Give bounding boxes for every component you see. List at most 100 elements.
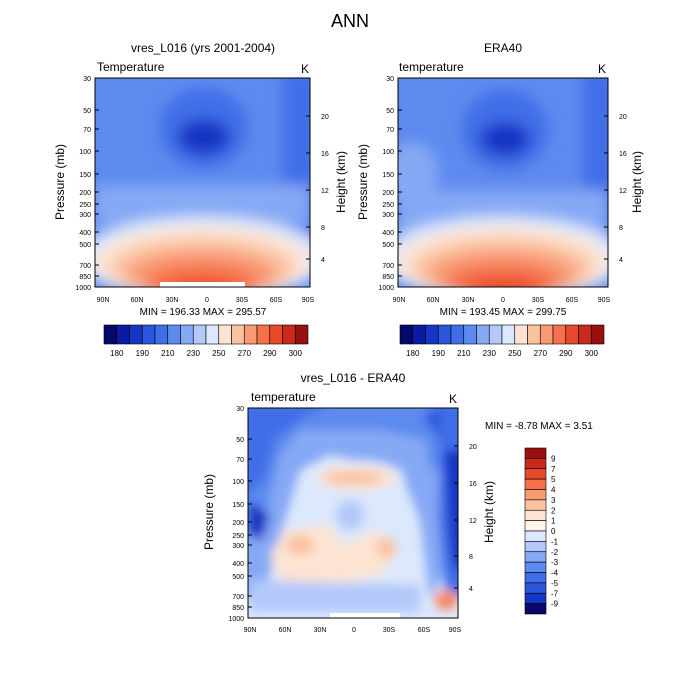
colorbar-swatch [524,509,547,521]
ytick-850: 850 [382,274,394,281]
colorbar-swatch [425,324,439,345]
ytick-70: 70 [386,127,394,134]
ytick-50: 50 [83,108,91,115]
y2tick-16: 16 [321,151,329,158]
min-max-era40: MIN = 193.45 MAX = 299.75 [440,307,567,318]
y-axis-ticks-difference: 30 50 70 100 150 200 250 300 400 500 700… [228,406,244,623]
ytick-250: 250 [382,202,394,209]
min-max-model: MIN = 196.33 MAX = 295.57 [140,307,267,318]
xtick-60S: 60S [270,297,283,304]
ytick-1000: 1000 [378,285,394,292]
colorbar-swatch [476,324,490,345]
ytick-1000: 1000 [75,285,91,292]
panel-era40: ERA40 temperature K 30 50 70 [356,41,644,358]
ytick-70: 70 [236,457,244,464]
colorbar-label: -4 [551,569,559,578]
colorbar-swatch [524,561,547,573]
colorbar-swatch [463,324,477,345]
y2tick-4: 4 [469,586,473,593]
colorbar-label: 230 [483,349,497,358]
colorbar-swatch [524,572,547,584]
y2tick-12: 12 [321,188,329,195]
ytick-500: 500 [232,574,244,581]
xtick-60N: 60N [131,297,144,304]
colorbar-label: 1 [551,517,556,526]
colorbar-swatch [524,551,547,563]
temperature-field-era40 [398,78,608,287]
y2tick-20: 20 [469,444,477,451]
colorbar-label: 290 [559,349,573,358]
temperature-field-model [95,78,310,287]
colorbar-label: -1 [551,537,559,546]
colorbar-swatch [269,324,283,345]
ytick-700: 700 [232,594,244,601]
colorbar-label: 270 [534,349,548,358]
colorbar-label: -3 [551,558,559,567]
y-axis-ticks-model: 30 50 70 100 150 200 250 300 400 500 700… [75,76,91,292]
colorbar-swatch [103,324,118,345]
colorbar-label: -5 [551,579,559,588]
colorbar-swatch [524,520,547,532]
colorbar-swatch [129,324,143,345]
colorbar-label: 7 [551,465,556,474]
y-axis-label-era40: Pressure (mb) [356,144,370,220]
colorbar-label: 210 [161,349,175,358]
xtick-30S: 30S [383,627,396,634]
colorbar-swatch [524,499,547,511]
panel-model: vres_L016 (yrs 2001-2004) Temperature K … [53,41,348,358]
y2tick-20: 20 [321,114,329,121]
colorbar-label: 290 [263,349,277,358]
panel-model-left-label: Temperature [97,60,165,74]
ytick-150: 150 [382,172,394,179]
colorbar-swatch [180,324,194,345]
colorbar-label: 190 [432,349,446,358]
xtick-30N: 30N [314,627,327,634]
colorbar-swatch [524,592,547,604]
xtick-0: 0 [501,297,505,304]
panel-model-title: vres_L016 (yrs 2001-2004) [131,41,275,55]
colorbar-model: 180 190 210 230 250 270 290 300 [103,324,309,358]
y2-axis-label-difference: Height (km) [482,481,496,543]
colorbar-label: 9 [551,454,556,463]
y-axis-label-difference: Pressure (mb) [202,474,216,550]
colorbar-swatch [524,478,547,490]
xtick-90N: 90N [244,627,257,634]
ytick-50: 50 [386,108,394,115]
ytick-150: 150 [79,172,91,179]
colorbar-label: 300 [585,349,599,358]
colorbar-label: 2 [551,506,556,515]
xtick-60S: 60S [566,297,579,304]
x-axis-ticks-difference: 90N 60N 30N 0 30S 60S 90S [244,627,462,634]
y-axis-label-model: Pressure (mb) [53,144,67,220]
colorbar-label: 5 [551,475,556,484]
y2-axis-ticks-difference: 20 16 12 8 4 [469,444,477,593]
colorbar-label: 270 [238,349,252,358]
colorbar-swatch [501,324,516,345]
panel-era40-title: ERA40 [484,41,522,55]
colorbar-swatch [141,324,156,345]
y-axis-ticks-marks-era40 [398,109,608,277]
ytick-150: 150 [232,502,244,509]
panel-diff-title: vres_L016 - ERA40 [301,371,406,385]
colorbar-swatch [524,458,547,470]
colorbar-swatch [565,324,579,345]
ytick-200: 200 [232,520,244,527]
ytick-1000: 1000 [228,616,244,623]
y2tick-4: 4 [321,257,325,264]
xtick-30S: 30S [236,297,249,304]
y2-axis-ticks-model: 20 16 12 8 4 [321,114,329,264]
colorbar-label: 190 [136,349,150,358]
ytick-100: 100 [382,149,394,156]
y-axis-ticks-marks-model [95,77,310,277]
colorbar-label: 180 [406,349,420,358]
colorbar-swatch [256,324,271,345]
panel-model-units-label: K [301,62,309,76]
colorbar-swatch [524,582,547,594]
ytick-400: 400 [232,561,244,568]
ytick-200: 200 [382,190,394,197]
colorbar-label: 250 [508,349,522,358]
xtick-90S: 90S [302,297,315,304]
colorbar-era40: 180 190 210 230 250 270 290 300 [399,324,605,358]
y2tick-8: 8 [321,225,325,232]
